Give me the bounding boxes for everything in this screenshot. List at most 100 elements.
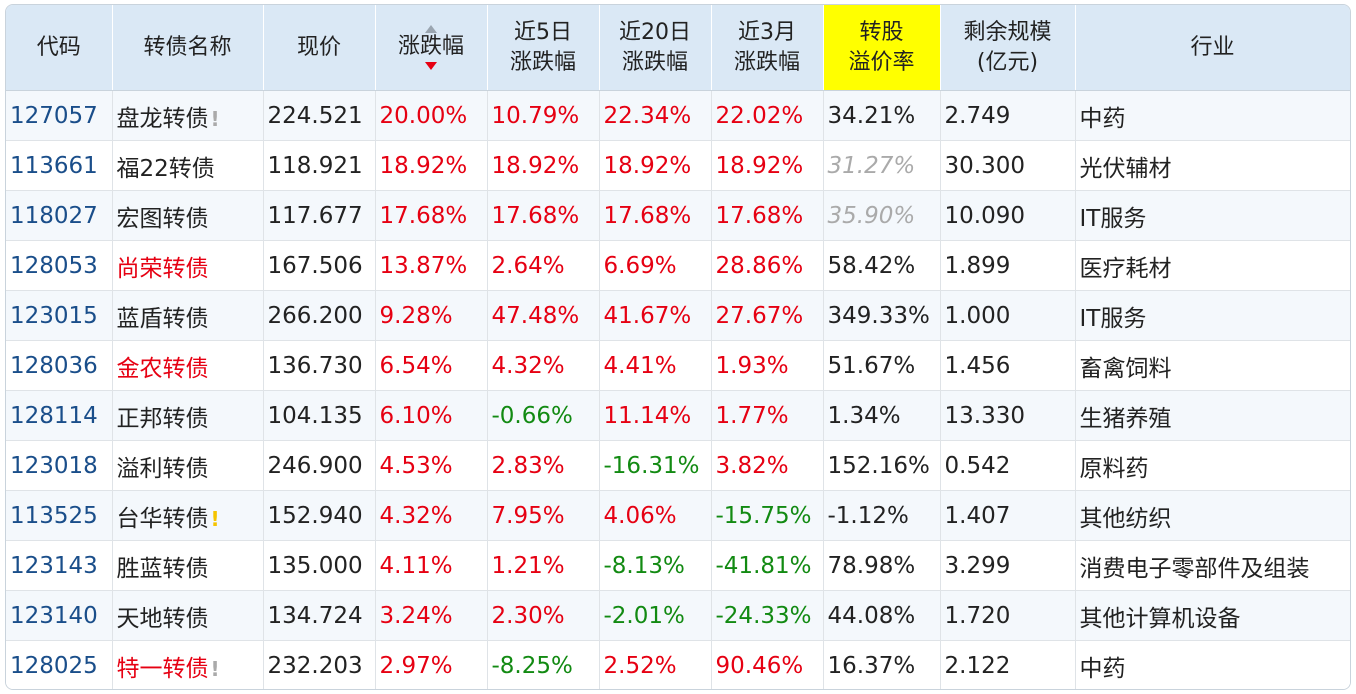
bond-name-value[interactable]: 台华转债	[116, 505, 209, 532]
bond-code-value[interactable]: 113525	[10, 502, 98, 529]
col-header-industry[interactable]: 行业	[1075, 5, 1350, 91]
col-header-code[interactable]: 代码	[6, 5, 113, 91]
bond-name-cell[interactable]: 溢利转债	[112, 440, 264, 491]
bond-name-cell[interactable]: 盘龙转债!	[112, 90, 264, 141]
col-header-change[interactable]: 涨跌幅	[375, 5, 488, 91]
bond-name-cell[interactable]: 天地转债	[112, 590, 264, 641]
bond-name-value[interactable]: 正邦转债	[116, 405, 209, 432]
bond-name-value[interactable]: 盘龙转债	[116, 105, 209, 132]
bond-code-cell[interactable]: 123018	[6, 440, 113, 491]
bond-code-cell[interactable]: 113525	[6, 490, 113, 541]
change-5d-cell: 7.95%	[487, 490, 600, 541]
bond-name-value[interactable]: 尚荣转债	[116, 255, 209, 282]
col-header-change-5d[interactable]: 近5日 涨跌幅	[487, 5, 600, 91]
col-header-name[interactable]: 转债名称	[112, 5, 264, 91]
change-3m-value: 17.68%	[715, 202, 804, 229]
table-row[interactable]: 113661 福22转债 118.921 18.92% 18.92% 18.92% 18.9…	[6, 140, 1350, 191]
change-value: 20.00%	[379, 102, 468, 129]
table-row[interactable]: 128025 特一转债! 232.203 2.97% -8.25% 2.52% 90.46%…	[6, 640, 1350, 689]
change-3m-cell: 1.93%	[711, 340, 824, 391]
col-header-change-3m[interactable]: 近3月 涨跌幅	[711, 5, 824, 91]
change-5d-value: 2.64%	[491, 252, 565, 279]
industry-cell: 其他计算机设备	[1075, 590, 1350, 641]
remaining-scale-cell: 1.456	[940, 340, 1076, 391]
bond-code-value[interactable]: 128036	[10, 352, 98, 379]
bond-code-cell[interactable]: 123015	[6, 290, 113, 341]
warning-mark-icon[interactable]: !	[210, 106, 220, 131]
bond-name-value[interactable]: 溢利转债	[116, 455, 209, 482]
table-row[interactable]: 123140 天地转债 134.724 3.24% 2.30% -2.01% -24.33%…	[6, 590, 1350, 641]
remaining-scale-cell: 0.542	[940, 440, 1076, 491]
bond-code-value[interactable]: 123018	[10, 452, 98, 479]
table-row[interactable]: 127057 盘龙转债! 224.521 20.00% 10.79% 22.34% 22.0…	[6, 90, 1350, 141]
bond-code-cell[interactable]: 128036	[6, 340, 113, 391]
bond-name-value[interactable]: 金农转债	[116, 355, 209, 382]
change-3m-cell: 90.46%	[711, 640, 824, 689]
bond-code-value[interactable]: 128053	[10, 252, 98, 279]
bond-name-value[interactable]: 宏图转债	[116, 205, 209, 232]
bond-name-cell[interactable]: 胜蓝转债	[112, 540, 264, 591]
bond-code-value[interactable]: 118027	[10, 202, 98, 229]
bond-name-cell[interactable]: 蓝盾转债	[112, 290, 264, 341]
bond-name-cell[interactable]: 宏图转债	[112, 190, 264, 241]
table-row[interactable]: 113525 台华转债! 152.940 4.32% 7.95% 4.06% -15.75%…	[6, 490, 1350, 541]
remaining-scale-value: 10.090	[944, 202, 1025, 229]
change-value: 13.87%	[379, 252, 468, 279]
col-header-premium[interactable]: 转股 溢价率	[823, 5, 941, 91]
industry-value: 其他纺织	[1079, 505, 1172, 532]
bond-code-value[interactable]: 128025	[10, 652, 98, 679]
change-value: 6.54%	[379, 352, 453, 379]
bond-code-cell[interactable]: 123140	[6, 590, 113, 641]
col-header-scale[interactable]: 剩余规模 (亿元)	[940, 5, 1076, 91]
bond-code-value[interactable]: 128114	[10, 402, 98, 429]
bond-name-value[interactable]: 胜蓝转债	[116, 555, 209, 582]
bond-code-cell[interactable]: 127057	[6, 90, 113, 141]
bond-name-cell[interactable]: 金农转债	[112, 340, 264, 391]
table-row[interactable]: 118027 宏图转债 117.677 17.68% 17.68% 17.68% 17.68…	[6, 190, 1350, 241]
bond-code-cell[interactable]: 128114	[6, 390, 113, 441]
change-cell: 4.32%	[375, 490, 488, 541]
price-value: 135.000	[267, 552, 363, 579]
bond-code-value[interactable]: 123015	[10, 302, 98, 329]
change-5d-value: 2.30%	[491, 602, 565, 629]
bond-code-value[interactable]: 113661	[10, 152, 98, 179]
bond-name-cell[interactable]: 正邦转债	[112, 390, 264, 441]
bond-code-cell[interactable]: 118027	[6, 190, 113, 241]
table-row[interactable]: 128053 尚荣转债 167.506 13.87% 2.64% 6.69% 28.86% 5…	[6, 240, 1350, 291]
bond-code-cell[interactable]: 113661	[6, 140, 113, 191]
bond-code-value[interactable]: 123140	[10, 602, 98, 629]
premium-value: 44.08%	[827, 602, 916, 629]
sort-asc-icon[interactable]	[425, 25, 437, 33]
bond-code-value[interactable]: 123143	[10, 552, 98, 579]
bond-name-cell[interactable]: 特一转债!	[112, 640, 264, 689]
table-row[interactable]: 123143 胜蓝转债 135.000 4.11% 1.21% -8.13% -41.81%…	[6, 540, 1350, 591]
bond-name-cell[interactable]: 台华转债!	[112, 490, 264, 541]
change-20d-cell: 6.69%	[599, 240, 712, 291]
remaining-scale-value: 1.899	[944, 252, 1011, 279]
bond-code-cell[interactable]: 128053	[6, 240, 113, 291]
table-row[interactable]: 123018 溢利转债 246.900 4.53% 2.83% -16.31% 3.82% 1…	[6, 440, 1350, 491]
warning-mark-icon[interactable]: !	[210, 656, 220, 681]
sort-desc-icon[interactable]	[425, 62, 437, 70]
industry-value: 其他计算机设备	[1079, 605, 1241, 632]
warning-mark-icon[interactable]: !	[210, 506, 220, 531]
bond-name-cell[interactable]: 福22转债	[112, 140, 264, 191]
bond-code-cell[interactable]: 128025	[6, 640, 113, 689]
bond-name-value[interactable]: 蓝盾转债	[116, 305, 209, 332]
bond-name-value[interactable]: 天地转债	[116, 605, 209, 632]
convertible-bond-table: 代码 转债名称 现价 涨跌幅 近5日 涨跌幅 近20日 涨跌幅 近3月 涨跌幅 转股溢…	[6, 5, 1350, 689]
price-cell: 224.521	[263, 90, 376, 141]
col-header-change-20d[interactable]: 近20日 涨跌幅	[599, 5, 712, 91]
remaining-scale-cell: 1.899	[940, 240, 1076, 291]
table-row[interactable]: 128036 金农转债 136.730 6.54% 4.32% 4.41% 1.93% 51.…	[6, 340, 1350, 391]
bond-name-value[interactable]: 福22转债	[116, 155, 215, 182]
col-header-price[interactable]: 现价	[263, 5, 376, 91]
bond-code-value[interactable]: 127057	[10, 102, 98, 129]
bond-name-cell[interactable]: 尚荣转债	[112, 240, 264, 291]
change-5d-cell: 17.68%	[487, 190, 600, 241]
bond-code-cell[interactable]: 123143	[6, 540, 113, 591]
change-5d-cell: 2.83%	[487, 440, 600, 491]
table-row[interactable]: 123015 蓝盾转债 266.200 9.28% 47.48% 41.67% 27.67%…	[6, 290, 1350, 341]
table-row[interactable]: 128114 正邦转债 104.135 6.10% -0.66% 11.14% 1.77% 1…	[6, 390, 1350, 441]
bond-name-value[interactable]: 特一转债	[116, 655, 209, 682]
